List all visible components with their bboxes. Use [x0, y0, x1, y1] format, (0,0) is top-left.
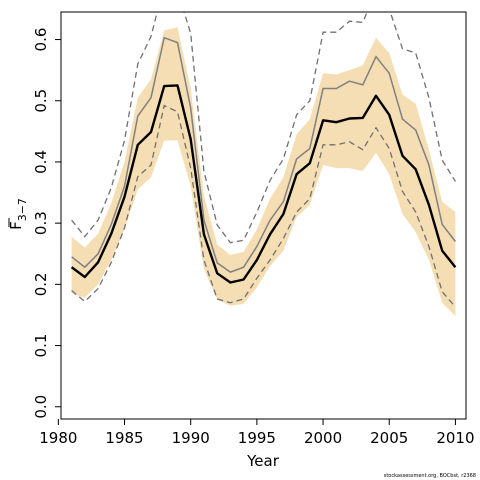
x-tick-label: 1995 — [238, 429, 276, 447]
x-tick-label: 2000 — [304, 429, 342, 447]
y-axis-title-sub: 3−7 — [16, 198, 29, 221]
y-tick-label: 0.1 — [32, 334, 50, 358]
confidence-band — [71, 27, 456, 317]
x-tick-label: 1980 — [39, 429, 77, 447]
y-axis-title-base: F — [7, 221, 25, 230]
y-tick-label: 0.3 — [32, 211, 50, 235]
y-tick-label: 0.4 — [32, 150, 50, 174]
x-tick-label: 2010 — [436, 429, 474, 447]
y-tick-label: 0.2 — [32, 272, 50, 296]
series-line-upper-dashed — [71, 12, 456, 244]
svg-text:F3−7: F3−7 — [7, 198, 29, 230]
x-axis-title: Year — [246, 452, 280, 470]
credit-text: stockassessment.org, BOCbst, r2368 — [384, 473, 476, 479]
x-tick-label: 1990 — [172, 429, 210, 447]
y-axis-title: F3−7 — [7, 198, 29, 230]
series-line-estimate — [70, 84, 457, 284]
x-tick-label: 1985 — [105, 429, 143, 447]
x-tick-label: 2005 — [370, 429, 408, 447]
y-tick-label: 0.0 — [32, 395, 50, 419]
plot-frame — [60, 11, 467, 420]
y-tick-label: 0.5 — [32, 89, 50, 113]
series-line-lower-dashed — [71, 104, 456, 308]
series-line-grey — [71, 36, 456, 273]
y-tick-label: 0.6 — [32, 28, 50, 52]
